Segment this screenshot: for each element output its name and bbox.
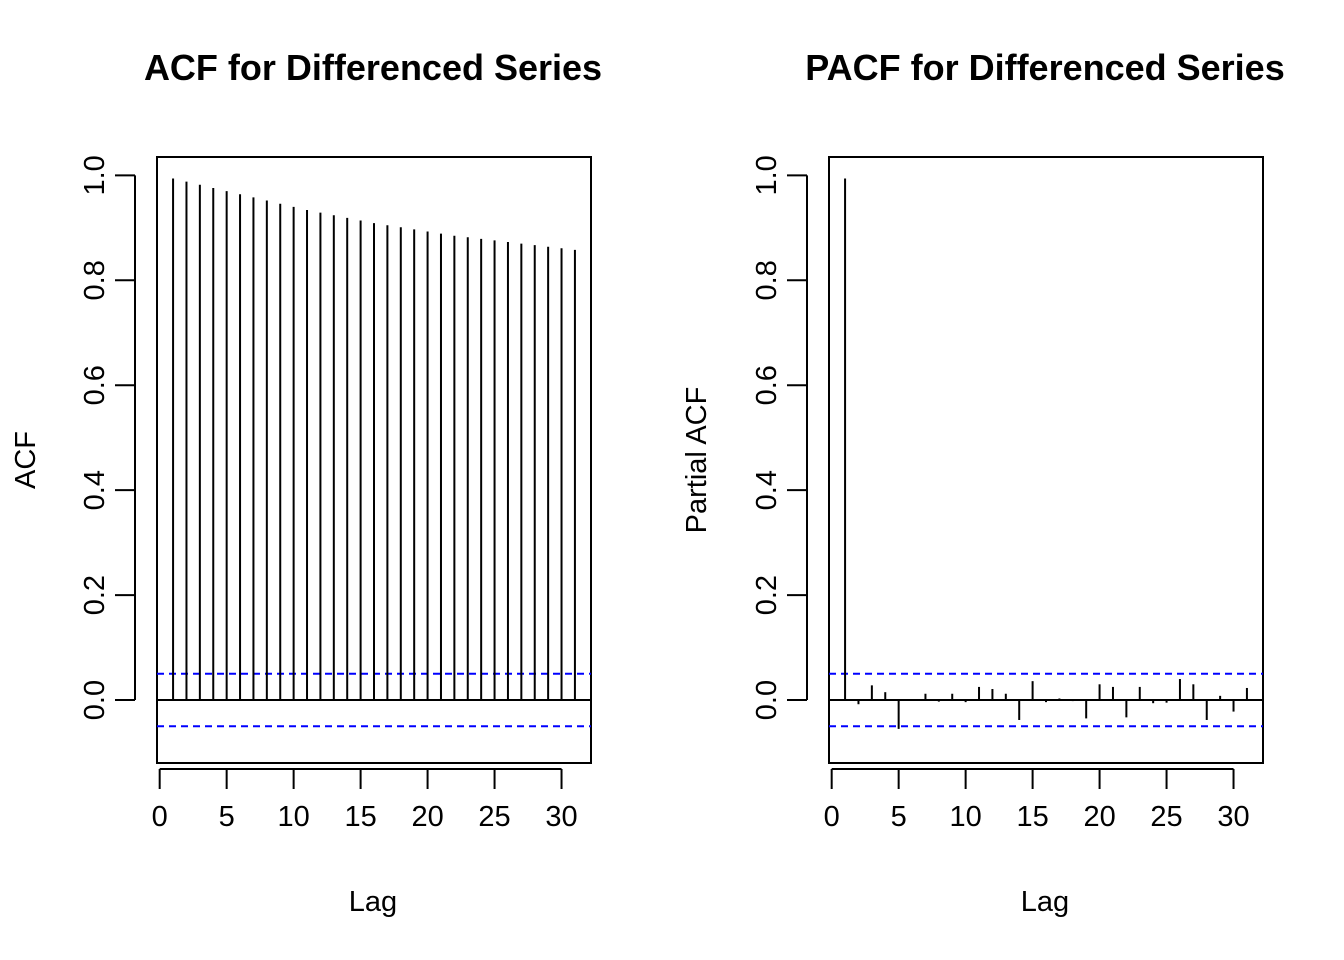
x-tick-label: 20 bbox=[1083, 801, 1115, 833]
acf-panel: ACF for Differenced Series 0 5 10 15 20 25 300… bbox=[10, 47, 602, 918]
x-axis-label: Lag bbox=[349, 886, 397, 918]
y-tick-label: 0.0 bbox=[79, 680, 111, 720]
x-tick-label: 10 bbox=[949, 801, 981, 833]
chart-title: PACF for Differenced Series bbox=[805, 47, 1284, 88]
x-tick-label: 30 bbox=[1217, 801, 1249, 833]
x-axis-label: Lag bbox=[1021, 886, 1069, 918]
x-tick-label: 25 bbox=[1150, 801, 1182, 833]
y-tick-label: 0.2 bbox=[751, 575, 783, 615]
y-tick-label: 1.0 bbox=[751, 155, 783, 195]
y-tick-label: 0.8 bbox=[751, 260, 783, 300]
x-tick-label: 25 bbox=[478, 801, 510, 833]
y-tick-label: 0.6 bbox=[751, 365, 783, 405]
y-tick-label: 0.0 bbox=[751, 680, 783, 720]
y-tick-label: 0.8 bbox=[79, 260, 111, 300]
x-tick-label: 15 bbox=[1016, 801, 1048, 833]
x-tick-label: 20 bbox=[411, 801, 443, 833]
y-tick-label: 0.6 bbox=[79, 365, 111, 405]
x-tick-label: 30 bbox=[545, 801, 577, 833]
plot-frame bbox=[828, 156, 1264, 764]
y-tick-label: 1.0 bbox=[79, 155, 111, 195]
plot-frame bbox=[156, 156, 592, 764]
y-tick-label: 0.4 bbox=[79, 470, 111, 510]
x-tick-label: 5 bbox=[219, 801, 235, 833]
x-tick-label: 5 bbox=[891, 801, 907, 833]
y-axis-label: ACF bbox=[10, 431, 42, 489]
x-tick-label: 15 bbox=[344, 801, 376, 833]
chart-title: ACF for Differenced Series bbox=[144, 47, 602, 88]
x-tick-label: 10 bbox=[277, 801, 309, 833]
x-tick-label: 0 bbox=[152, 801, 168, 833]
acf-marks: 0 5 10 15 20 25 30 0.0 0.2 0.4 0.6 0.8 1.0 bbox=[79, 155, 592, 833]
pacf-panel: PACF for Differenced Series 0 5 10 15 20 25 30… bbox=[681, 47, 1285, 918]
y-tick-label: 0.4 bbox=[751, 470, 783, 510]
x-tick-label: 0 bbox=[824, 801, 840, 833]
y-tick-label: 0.2 bbox=[79, 575, 111, 615]
pacf-marks: 0 5 10 15 20 25 30 0.0 0.2 0.4 0.6 0.8 1.0 bbox=[751, 155, 1264, 833]
y-axis-label: Partial ACF bbox=[681, 387, 713, 534]
